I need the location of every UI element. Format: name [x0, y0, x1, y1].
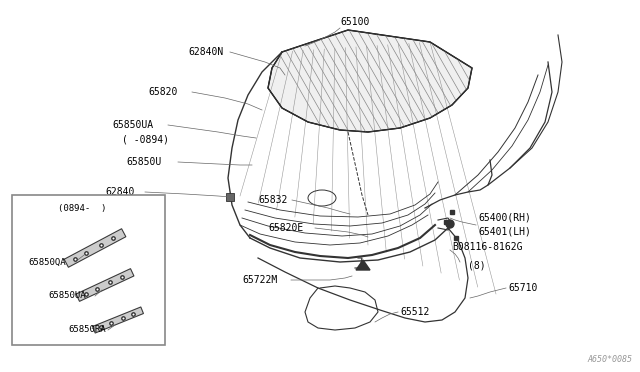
- Bar: [12, 195, 165, 345]
- Text: 65832: 65832: [258, 195, 287, 205]
- Text: A650*0085: A650*0085: [587, 355, 632, 364]
- Text: (8): (8): [468, 260, 486, 270]
- Polygon shape: [268, 30, 472, 132]
- Polygon shape: [93, 307, 143, 333]
- Text: 65850UA: 65850UA: [48, 292, 86, 301]
- Circle shape: [446, 220, 454, 228]
- Text: 65400(RH): 65400(RH): [478, 213, 531, 223]
- Text: 65722M: 65722M: [242, 275, 277, 285]
- Text: 65100: 65100: [340, 17, 369, 27]
- Polygon shape: [76, 269, 134, 301]
- Text: 65850UA: 65850UA: [112, 120, 153, 130]
- Text: 62840: 62840: [105, 187, 134, 197]
- Text: 65850U: 65850U: [126, 157, 161, 167]
- Text: 65820E: 65820E: [268, 223, 303, 233]
- Text: 62840N: 62840N: [188, 47, 223, 57]
- Bar: [226, 193, 234, 201]
- Text: 65850RA: 65850RA: [68, 326, 106, 334]
- Text: 65820: 65820: [148, 87, 177, 97]
- Text: 65512: 65512: [400, 307, 429, 317]
- Text: 65710: 65710: [508, 283, 538, 293]
- Text: ( -0894): ( -0894): [122, 135, 169, 145]
- Text: B08116-8162G: B08116-8162G: [452, 242, 522, 252]
- Polygon shape: [356, 260, 370, 270]
- Text: 65850QA: 65850QA: [28, 257, 66, 266]
- PathPatch shape: [268, 30, 472, 132]
- Text: 65401(LH): 65401(LH): [478, 227, 531, 237]
- Polygon shape: [64, 229, 126, 267]
- Text: (0894-  ): (0894- ): [58, 203, 106, 212]
